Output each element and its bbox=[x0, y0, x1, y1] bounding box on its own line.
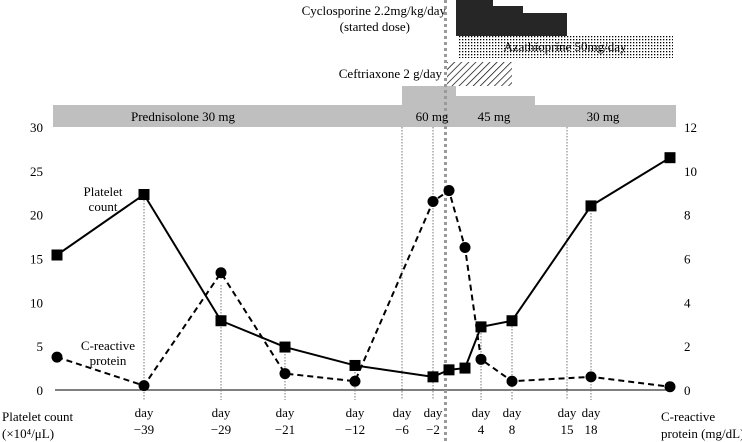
y-axis-right-title-2: protein (mg/dL) bbox=[661, 426, 742, 441]
data-point-crp bbox=[51, 351, 63, 363]
series-crp bbox=[51, 185, 676, 393]
y-axis-left-ticks: 0 5 10 15 20 25 30 bbox=[30, 120, 43, 398]
series-label-platelet-2: count bbox=[89, 199, 118, 214]
x-tick-label-value: −2 bbox=[426, 422, 440, 437]
x-tick-label-day: day bbox=[135, 405, 154, 420]
x-tick-label-day: day bbox=[212, 405, 231, 420]
treatment-label-ceftriaxone: Ceftriaxone 2 g/day bbox=[339, 66, 443, 81]
y-left-tick-label: 15 bbox=[30, 252, 43, 267]
data-point-crp bbox=[506, 375, 518, 387]
x-tick-label-value: −39 bbox=[134, 422, 154, 437]
y-left-tick-label: 25 bbox=[30, 164, 43, 179]
prednisolone-label-30mg-initial: Prednisolone 30 mg bbox=[131, 109, 235, 124]
x-tick-label-value: −12 bbox=[345, 422, 365, 437]
y-right-tick-label: 12 bbox=[684, 120, 697, 135]
series-label-crp-1: C-reactive bbox=[81, 338, 135, 353]
azathioprine-bar bbox=[458, 36, 673, 58]
y-left-tick-label: 10 bbox=[30, 295, 43, 310]
data-point-platelet bbox=[349, 359, 361, 371]
y-right-tick-label: 0 bbox=[684, 383, 691, 398]
cyclosporine-bar bbox=[456, 0, 567, 36]
x-tick-label-day: day bbox=[503, 405, 522, 420]
prednisolone-segment bbox=[53, 105, 402, 127]
x-tick-label-value: 8 bbox=[509, 422, 516, 437]
data-point-platelet bbox=[664, 152, 676, 164]
data-point-crp bbox=[664, 381, 676, 393]
prednisolone-segment bbox=[535, 105, 676, 127]
data-point-platelet bbox=[475, 321, 487, 333]
x-tick-label-value: −21 bbox=[275, 422, 295, 437]
x-tick-label-day: day bbox=[346, 405, 365, 420]
data-point-crp bbox=[279, 368, 291, 380]
y-axis-right-title-1: C-reactive bbox=[661, 409, 715, 424]
treatment-label-cyclosporine-2: (started dose) bbox=[340, 19, 410, 34]
series-platelet bbox=[51, 152, 676, 383]
y-axis-left-title-1: Platelet count bbox=[2, 409, 74, 424]
data-point-platelet bbox=[506, 315, 518, 327]
series-line bbox=[56, 156, 671, 378]
y-right-tick-label: 6 bbox=[684, 252, 691, 267]
data-point-platelet bbox=[215, 315, 227, 327]
data-point-platelet bbox=[138, 189, 150, 201]
y-right-tick-label: 10 bbox=[684, 164, 697, 179]
y-right-tick-label: 8 bbox=[684, 208, 691, 223]
data-point-platelet bbox=[443, 364, 455, 376]
x-tick-label-value: 4 bbox=[478, 422, 485, 437]
data-point-platelet bbox=[427, 371, 439, 383]
series-label-platelet-1: Platelet bbox=[84, 184, 123, 199]
data-point-crp bbox=[475, 353, 487, 365]
x-tick-label-value: 15 bbox=[561, 422, 574, 437]
y-left-tick-label: 30 bbox=[30, 120, 43, 135]
x-tick-label-value: −6 bbox=[395, 422, 409, 437]
data-point-crp bbox=[459, 242, 471, 254]
series-label-crp-2: protein bbox=[90, 353, 127, 368]
treatment-bars bbox=[53, 0, 676, 127]
data-point-platelet bbox=[459, 362, 471, 374]
y-left-tick-label: 0 bbox=[37, 383, 44, 398]
x-tick-label-value: −29 bbox=[211, 422, 231, 437]
x-tick-label-day: day bbox=[582, 405, 601, 420]
x-tick-label-day: day bbox=[424, 405, 443, 420]
data-point-platelet bbox=[585, 200, 597, 212]
y-right-tick-label: 2 bbox=[684, 339, 691, 354]
data-point-crp bbox=[427, 196, 439, 208]
y-left-tick-label: 20 bbox=[30, 208, 43, 223]
ceftriaxone-bar bbox=[447, 62, 512, 86]
data-point-crp bbox=[215, 267, 227, 279]
prednisolone-label-30mg-final: 30 mg bbox=[587, 109, 620, 124]
treatment-label-azathioprine: Azathioprine 50mg/day bbox=[503, 39, 627, 54]
series-line bbox=[56, 188, 671, 388]
data-point-crp bbox=[138, 380, 150, 392]
y-axis-right-ticks: 0 2 4 6 8 10 12 bbox=[684, 120, 697, 398]
data-point-crp bbox=[443, 185, 455, 197]
x-tick-label-day: day bbox=[472, 405, 491, 420]
prednisolone-segment bbox=[456, 96, 535, 127]
x-axis-ticks: day −39 day −29 day −21 day −12 day −6 day −2 day 4 da… bbox=[134, 405, 601, 437]
prednisolone-label-45mg: 45 mg bbox=[478, 109, 511, 124]
treatment-label-cyclosporine-1: Cyclosporine 2.2mg/kg/day bbox=[302, 3, 447, 18]
y-axis-left-title-2: (×10⁴/μL) bbox=[2, 426, 54, 441]
data-point-platelet bbox=[279, 341, 291, 353]
x-tick-label-day: day bbox=[558, 405, 577, 420]
data-point-platelet bbox=[51, 249, 63, 261]
x-tick-label-value: 18 bbox=[585, 422, 598, 437]
y-right-tick-label: 4 bbox=[684, 295, 691, 310]
x-tick-label-day: day bbox=[276, 405, 295, 420]
data-point-crp bbox=[585, 371, 597, 383]
y-left-tick-label: 5 bbox=[37, 339, 44, 354]
data-point-crp bbox=[349, 375, 361, 387]
prednisolone-label-60mg: 60 mg bbox=[416, 109, 449, 124]
x-tick-label-day: day bbox=[393, 405, 412, 420]
